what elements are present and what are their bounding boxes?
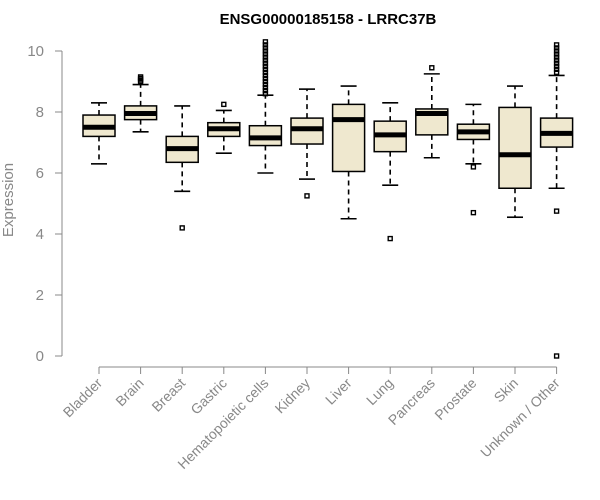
outlier-point (470, 164, 477, 170)
box-group (207, 101, 241, 154)
iqr-box (498, 106, 532, 189)
outlier-point (553, 69, 560, 76)
y-tick-label: 4 (36, 226, 44, 243)
outlier-point (553, 51, 560, 57)
outlier-point (262, 63, 269, 69)
outlier-point (553, 208, 560, 214)
outlier-point (553, 66, 560, 73)
x-tick-label: Liver (322, 375, 355, 408)
outlier-point (553, 57, 560, 63)
outlier-point (553, 48, 560, 54)
outlier-point (470, 209, 477, 216)
x-tick-label: Kidney (272, 375, 314, 417)
outlier-point (262, 48, 269, 54)
outlier-point (137, 74, 144, 80)
outlier-point (262, 90, 269, 97)
outlier-point (304, 193, 310, 199)
outlier-point (262, 75, 269, 82)
x-tick-label: Prostate (431, 375, 479, 423)
x-tick-label: Bladder (60, 375, 106, 421)
outlier-point (262, 81, 269, 88)
outlier-point (262, 69, 269, 76)
y-tick-label: 0 (36, 348, 44, 365)
outlier-point (262, 84, 269, 91)
outlier-point (262, 42, 269, 48)
x-tick-label: Skin (491, 375, 522, 406)
outlier-point (553, 353, 560, 359)
outlier-point (553, 63, 560, 69)
outlier-point (262, 54, 269, 60)
box-group (82, 102, 116, 165)
outlier-point (262, 60, 269, 66)
box-group (539, 42, 574, 359)
chart-title: ENSG00000185158 - LRRC37B (220, 11, 437, 28)
outlier-point (262, 87, 269, 94)
x-tick-label: Unknown / Other (477, 375, 563, 461)
outlier-point (262, 39, 269, 45)
outlier-point (262, 78, 269, 85)
outlier-point (262, 51, 269, 57)
outlier-point (553, 42, 560, 48)
outlier-point (179, 225, 185, 231)
box-group (165, 105, 199, 231)
x-tick-label: Lung (363, 375, 396, 408)
outlier-point (553, 45, 560, 51)
y-tick-label: 2 (36, 287, 44, 304)
iqr-box (331, 103, 366, 173)
x-tick-label: Brain (112, 375, 146, 409)
outlier-point (429, 65, 435, 71)
y-tick-label: 10 (27, 43, 44, 60)
box-group (123, 74, 158, 133)
outlier-point (262, 66, 269, 73)
outlier-point (262, 45, 269, 51)
x-tick-label: Breast (148, 375, 188, 415)
outlier-point (221, 101, 227, 108)
y-axis: 0 2 4 6 8 10 (27, 43, 63, 365)
outlier-point (262, 57, 269, 63)
y-tick-label: 8 (36, 104, 44, 121)
box-group (498, 85, 532, 219)
outlier-point (387, 235, 393, 242)
outlier-point (262, 72, 269, 79)
boxes (82, 39, 574, 359)
box-group (415, 65, 449, 159)
box-group (331, 85, 366, 220)
y-axis-label: Expression (0, 163, 17, 237)
box-group (456, 103, 491, 216)
outlier-point (553, 54, 560, 60)
outlier-point (553, 60, 560, 66)
box-group (290, 88, 324, 199)
box-group (373, 102, 407, 242)
box-group (248, 39, 283, 174)
y-tick-label: 6 (36, 165, 44, 182)
